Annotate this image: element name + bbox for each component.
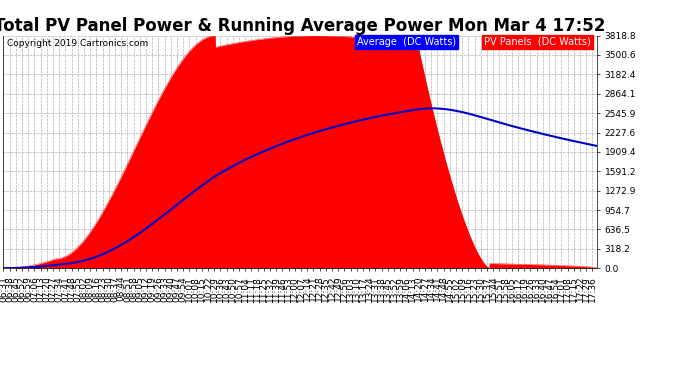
Title: Total PV Panel Power & Running Average Power Mon Mar 4 17:52: Total PV Panel Power & Running Average P… [0,18,606,36]
Text: Copyright 2019 Cartronics.com: Copyright 2019 Cartronics.com [7,39,148,48]
Text: PV Panels  (DC Watts): PV Panels (DC Watts) [484,37,591,47]
Text: Average  (DC Watts): Average (DC Watts) [357,37,455,47]
